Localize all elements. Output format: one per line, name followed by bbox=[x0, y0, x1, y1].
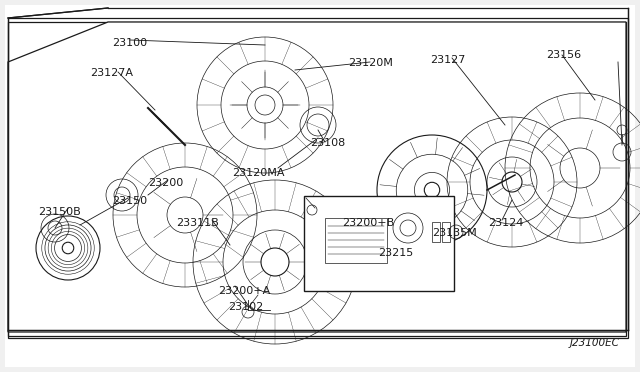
Text: 23102: 23102 bbox=[228, 302, 263, 312]
Polygon shape bbox=[8, 22, 626, 332]
Bar bbox=[325, 218, 387, 263]
Text: 23108: 23108 bbox=[310, 138, 345, 148]
Text: 23127A: 23127A bbox=[90, 68, 133, 78]
Bar bbox=[432, 222, 440, 242]
Bar bbox=[442, 222, 450, 242]
Bar bbox=[8, 18, 628, 338]
Text: 23120M: 23120M bbox=[348, 58, 393, 68]
Text: 23127: 23127 bbox=[430, 55, 465, 65]
Bar bbox=[304, 196, 454, 291]
Bar bbox=[8, 22, 626, 336]
Text: 23200+B: 23200+B bbox=[342, 218, 394, 228]
Text: 23150B: 23150B bbox=[38, 207, 81, 217]
Text: 23311B: 23311B bbox=[176, 218, 219, 228]
Text: 23120MA: 23120MA bbox=[232, 168, 285, 178]
Text: 23200: 23200 bbox=[148, 178, 183, 188]
Text: 23200+A: 23200+A bbox=[218, 286, 270, 296]
Text: 23150: 23150 bbox=[112, 196, 147, 206]
Text: 23156: 23156 bbox=[546, 50, 581, 60]
Text: 23124: 23124 bbox=[488, 218, 524, 228]
Text: J23100EC: J23100EC bbox=[570, 338, 620, 348]
Text: 23135M: 23135M bbox=[432, 228, 477, 238]
Text: 23215: 23215 bbox=[378, 248, 413, 258]
Text: 23100: 23100 bbox=[112, 38, 147, 48]
